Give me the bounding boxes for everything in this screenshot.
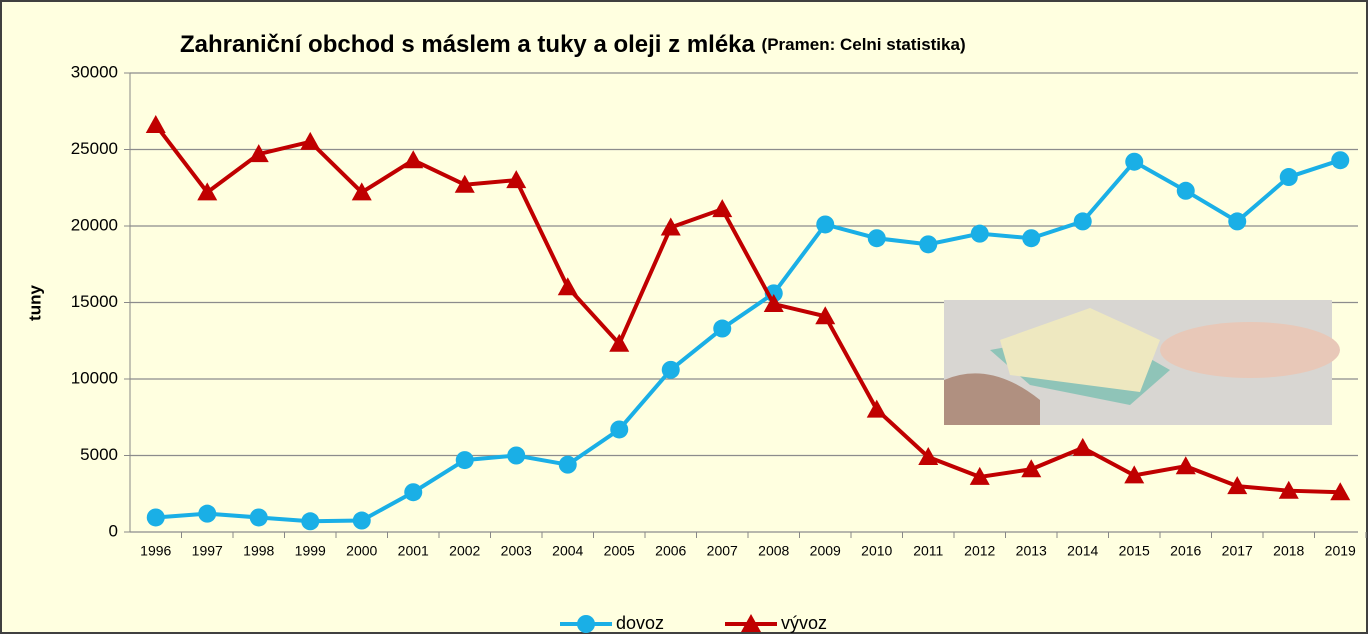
x-tick-label: 2014 <box>1067 543 1098 559</box>
point <box>609 333 630 352</box>
point <box>352 511 371 530</box>
point <box>713 319 732 338</box>
y-tick-label: 25000 <box>71 139 118 158</box>
subtitle: (Pramen: Celni statistika) <box>762 35 966 54</box>
point <box>660 217 681 236</box>
point <box>919 235 938 254</box>
point <box>404 483 423 502</box>
x-tick-label: 2007 <box>707 543 738 559</box>
point <box>454 174 475 193</box>
point <box>198 504 217 523</box>
point <box>712 199 733 218</box>
point <box>1072 437 1093 456</box>
point <box>866 399 887 418</box>
x-tick-label: 1998 <box>243 543 274 559</box>
point <box>918 447 939 466</box>
point <box>661 360 680 379</box>
x-tick-label: 2005 <box>604 543 635 559</box>
y-tick-label: 30000 <box>71 62 118 81</box>
point <box>1278 480 1299 499</box>
point <box>969 466 990 485</box>
point <box>1176 181 1195 200</box>
x-tick-label: 2009 <box>810 543 841 559</box>
x-tick-label: 2002 <box>449 543 480 559</box>
x-tick-label: 2004 <box>552 543 583 559</box>
legend-label: vývoz <box>781 613 827 633</box>
point <box>145 115 166 134</box>
point <box>455 451 474 470</box>
x-tick-label: 2013 <box>1016 543 1047 559</box>
point <box>610 420 629 439</box>
line <box>154 123 1341 495</box>
point <box>506 170 527 189</box>
point <box>1125 152 1144 171</box>
point <box>970 224 989 243</box>
x-tick-label: 2001 <box>398 543 429 559</box>
y-tick-label: 10000 <box>71 368 118 387</box>
point <box>301 512 320 531</box>
y-tick-label: 20000 <box>71 215 118 234</box>
point <box>351 182 372 201</box>
point <box>1227 476 1248 495</box>
title: Zahraniční obchod s máslem a tuky a olej… <box>180 31 756 58</box>
y-tick-label: 15000 <box>71 292 118 311</box>
x-tick-label: 2011 <box>913 543 943 559</box>
x-tick-label: 2018 <box>1273 543 1304 559</box>
point <box>867 229 886 248</box>
point <box>197 182 218 201</box>
point <box>146 508 165 527</box>
x-tick-label: 2000 <box>346 543 377 559</box>
legend-label: dovoz <box>616 613 664 633</box>
point <box>1021 459 1042 478</box>
point <box>249 508 268 527</box>
x-tick-label: 1997 <box>192 543 223 559</box>
x-tick-label: 2012 <box>964 543 995 559</box>
x-tick-label: 2015 <box>1119 543 1150 559</box>
point <box>1279 168 1298 187</box>
x-tick-label: 1996 <box>140 543 171 559</box>
point <box>1022 229 1041 248</box>
y-axis-label: tuny <box>25 285 44 321</box>
point <box>558 455 577 474</box>
point <box>1331 151 1350 170</box>
x-tick-label: 2019 <box>1325 543 1356 559</box>
legend-marker <box>577 615 595 633</box>
x-tick-label: 2006 <box>655 543 686 559</box>
point <box>248 144 269 163</box>
legend-marker <box>741 614 761 632</box>
point <box>557 277 578 296</box>
point <box>403 150 424 169</box>
photo <box>944 300 1340 425</box>
point <box>507 446 526 465</box>
x-tick-label: 1999 <box>295 543 326 559</box>
x-tick-label: 2010 <box>861 543 892 559</box>
point <box>1330 482 1351 501</box>
point <box>816 215 835 234</box>
x-tick-label: 2016 <box>1170 543 1201 559</box>
point <box>300 131 321 150</box>
x-tick-label: 2017 <box>1222 543 1253 559</box>
point <box>1073 212 1092 231</box>
chart-title: Zahraniční obchod s máslem a tuky a olej… <box>180 31 966 58</box>
x-tick-label: 2003 <box>501 543 532 559</box>
point <box>763 294 784 313</box>
point <box>1124 465 1145 484</box>
point <box>1175 456 1196 475</box>
point <box>815 306 836 325</box>
y-tick-label: 5000 <box>80 445 118 464</box>
y-tick-label: 0 <box>109 521 118 540</box>
point <box>1228 212 1247 231</box>
x-tick-label: 2008 <box>758 543 789 559</box>
